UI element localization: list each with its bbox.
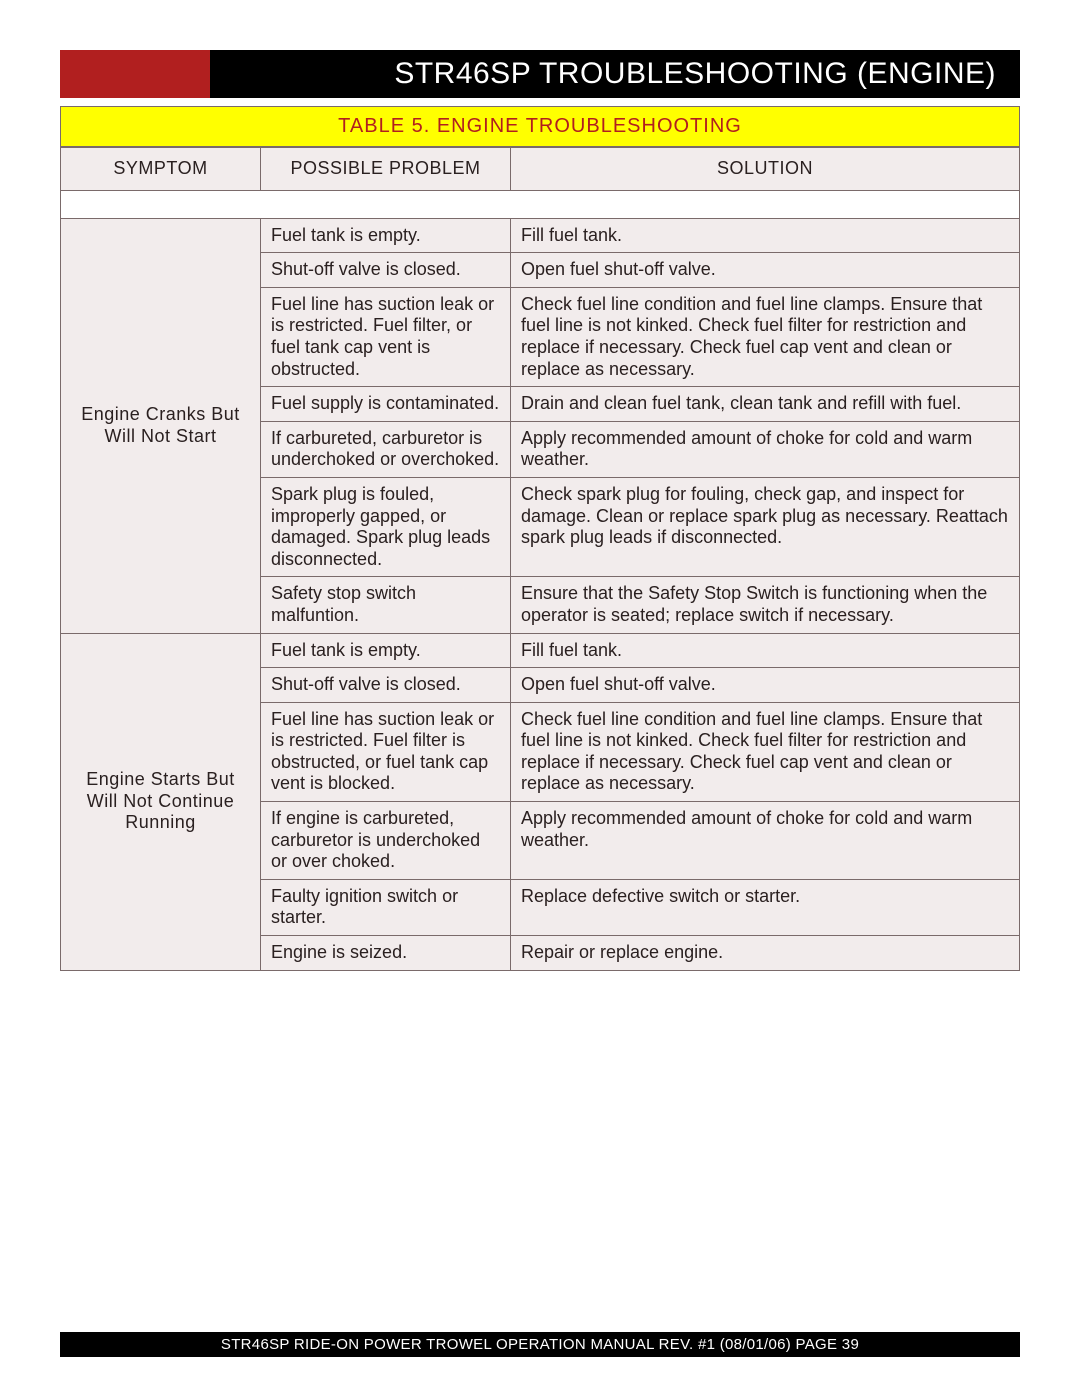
page-header: STR46SP TROUBLESHOOTING (ENGINE) xyxy=(60,50,1020,98)
solution-cell: Drain and clean fuel tank, clean tank an… xyxy=(511,387,1020,422)
symptom-cell: Engine Cranks But Will Not Start xyxy=(61,218,261,633)
col-problem: POSSIBLE PROBLEM xyxy=(261,148,511,191)
solution-cell: Check fuel line condition and fuel line … xyxy=(511,702,1020,801)
table-caption: TABLE 5. ENGINE TROUBLESHOOTING xyxy=(60,106,1020,147)
problem-cell: Fuel line has suction leak or is restric… xyxy=(261,702,511,801)
symptom-cell: Engine Starts But Will Not Continue Runn… xyxy=(61,633,261,970)
troubleshooting-table: SYMPTOM POSSIBLE PROBLEM SOLUTION Engine… xyxy=(60,147,1020,971)
table-body: Engine Cranks But Will Not StartFuel tan… xyxy=(61,190,1020,970)
solution-cell: Open fuel shut-off valve. xyxy=(511,253,1020,288)
problem-cell: If engine is carbureted, carburetor is u… xyxy=(261,802,511,880)
solution-cell: Ensure that the Safety Stop Switch is fu… xyxy=(511,577,1020,633)
solution-cell: Check spark plug for fouling, check gap,… xyxy=(511,477,1020,576)
table-row: Engine Cranks But Will Not StartFuel tan… xyxy=(61,218,1020,253)
solution-cell: Check fuel line condition and fuel line … xyxy=(511,287,1020,386)
page-footer: STR46SP RIDE-ON POWER TROWEL OPERATION M… xyxy=(60,1332,1020,1357)
table-header-row: SYMPTOM POSSIBLE PROBLEM SOLUTION xyxy=(61,148,1020,191)
spacer-row xyxy=(61,190,1020,218)
solution-cell: Apply recommended amount of choke for co… xyxy=(511,421,1020,477)
footer-text: STR46SP RIDE-ON POWER TROWEL OPERATION M… xyxy=(221,1336,859,1353)
problem-cell: If carbureted, carburetor is underchoked… xyxy=(261,421,511,477)
problem-cell: Spark plug is fouled, improperly gapped,… xyxy=(261,477,511,576)
solution-cell: Replace defective switch or starter. xyxy=(511,879,1020,935)
solution-cell: Repair or replace engine. xyxy=(511,936,1020,971)
header-accent xyxy=(60,50,210,98)
col-solution: SOLUTION xyxy=(511,148,1020,191)
problem-cell: Safety stop switch malfuntion. xyxy=(261,577,511,633)
solution-cell: Fill fuel tank. xyxy=(511,218,1020,253)
problem-cell: Fuel tank is empty. xyxy=(261,218,511,253)
problem-cell: Shut-off valve is closed. xyxy=(261,668,511,703)
problem-cell: Fuel tank is empty. xyxy=(261,633,511,668)
table-row: Engine Starts But Will Not Continue Runn… xyxy=(61,633,1020,668)
solution-cell: Open fuel shut-off valve. xyxy=(511,668,1020,703)
problem-cell: Fuel line has suction leak or is restric… xyxy=(261,287,511,386)
problem-cell: Fuel supply is contaminated. xyxy=(261,387,511,422)
problem-cell: Engine is seized. xyxy=(261,936,511,971)
page-title: STR46SP TROUBLESHOOTING (ENGINE) xyxy=(394,57,1020,91)
solution-cell: Apply recommended amount of choke for co… xyxy=(511,802,1020,880)
col-symptom: SYMPTOM xyxy=(61,148,261,191)
problem-cell: Faulty ignition switch or starter. xyxy=(261,879,511,935)
problem-cell: Shut-off valve is closed. xyxy=(261,253,511,288)
solution-cell: Fill fuel tank. xyxy=(511,633,1020,668)
